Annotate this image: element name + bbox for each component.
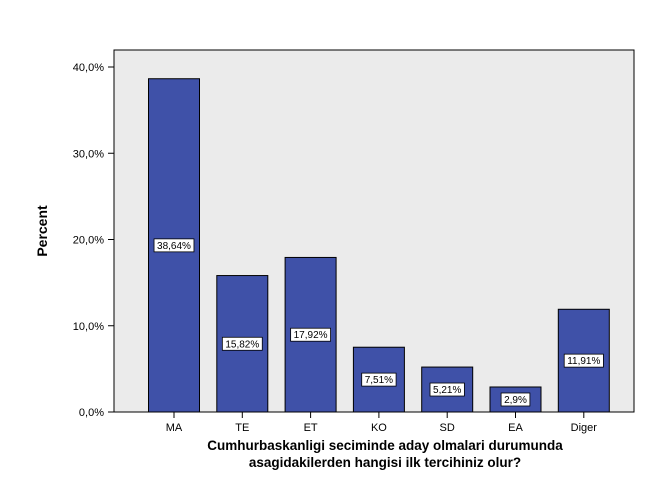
data-label: 15,82%: [225, 339, 259, 350]
x-axis: MA TE ET KO SD EA Diger: [166, 412, 598, 434]
data-label-box: [221, 336, 263, 351]
x-tick-label: ET: [304, 422, 318, 434]
y-tick-label: 10,0%: [73, 321, 104, 333]
data-labels: 38,64% 15,82% 17,92% 7,51% 5,21% 2,9% 11,91%: [153, 238, 604, 407]
x-axis-title-line-2: asagidakilerden hangisi ilk tercihiniz o…: [249, 455, 521, 470]
data-label: 5,21%: [433, 385, 461, 396]
x-tick-label: MA: [166, 422, 183, 434]
data-label-box: [290, 327, 331, 342]
x-tick-label: KO: [371, 422, 387, 434]
data-label: 11,91%: [567, 356, 600, 367]
x-tick-label: EA: [508, 422, 523, 434]
data-label-box: [563, 353, 604, 368]
y-tick-label: 20,0%: [73, 235, 104, 247]
data-label-box: [361, 372, 397, 387]
data-label: 38,64%: [157, 241, 191, 252]
data-label: 17,92%: [294, 330, 328, 341]
y-tick-label: 0,0%: [79, 407, 104, 419]
y-axis-title: Percent: [34, 205, 50, 257]
data-label: 2,9%: [504, 395, 527, 406]
data-label-box: [429, 382, 465, 397]
x-axis-title-line-1: Cumhurbaskanligi seciminde aday olmalari…: [207, 438, 563, 453]
y-tick-label: 30,0%: [73, 148, 104, 160]
x-tick-label: Diger: [571, 422, 598, 434]
data-label-box: [153, 238, 195, 253]
y-tick-label: 40,0%: [73, 62, 104, 74]
x-tick-label: SD: [440, 422, 455, 434]
x-tick-label: TE: [235, 422, 249, 434]
data-label-box: [500, 392, 531, 407]
data-label: 7,51%: [365, 375, 393, 386]
y-axis: 0,0% 10,0% 20,0% 30,0% 40,0%: [73, 62, 114, 419]
